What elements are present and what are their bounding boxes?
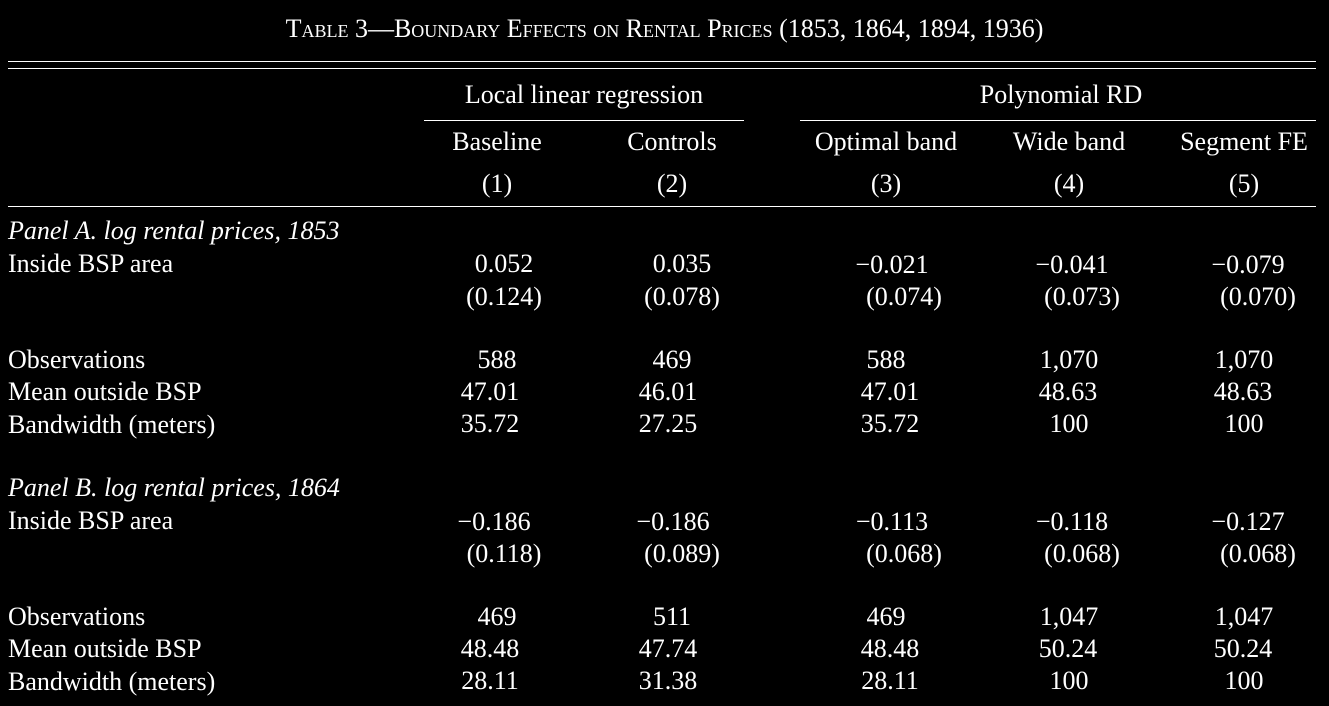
header-bottom-rule — [8, 206, 1316, 207]
panel-a-coef-4: −0.041 — [1035, 250, 1109, 279]
panel-a-stat-1-col-1: 588 — [477, 345, 517, 374]
group-header-polynomial-rd: Polynomial RD — [979, 80, 1143, 109]
column-number-5: (5) — [1228, 169, 1260, 198]
panel-a-coef-label: Inside BSP area — [8, 249, 174, 278]
panel-a-stat-3-col-1: 35.72 — [460, 409, 520, 438]
panel-b-coef-label: Inside BSP area — [8, 506, 174, 535]
panel-b-stat-1-col-1: 469 — [477, 602, 517, 631]
panel-b-stat-3-col-1: 28.11 — [461, 666, 519, 695]
panel-b-stat-2-col-1: 48.48 — [460, 634, 520, 663]
panel-b-coef-2: −0.186 — [636, 507, 710, 536]
group-header-local-linear: Local linear regression — [464, 80, 704, 109]
panel-b-se-2: (0.089) — [644, 539, 720, 568]
column-header-4: Wide band — [1012, 127, 1126, 156]
panel-b-se-3: (0.068) — [866, 539, 942, 568]
panel-a-stat-1-col-4: 1,070 — [1039, 345, 1099, 374]
panel-a-stat-label-1: Observations — [8, 345, 146, 374]
panel-b-coef-5: −0.127 — [1211, 507, 1285, 536]
panel-b-stat-3-col-2: 31.38 — [638, 666, 698, 695]
column-header-3: Optimal band — [814, 127, 958, 156]
table-title: Table 3—Boundary Effects on Rental Price… — [0, 14, 1329, 44]
panel-b-se-1: (0.118) — [466, 539, 542, 568]
panel-a-stat-1-col-5: 1,070 — [1214, 345, 1274, 374]
panel-b-stat-2-col-4: 50.24 — [1038, 634, 1098, 663]
panel-a-se-3: (0.074) — [866, 282, 942, 311]
column-number-3: (3) — [870, 169, 902, 198]
panel-b-coef-1: −0.186 — [457, 507, 531, 536]
column-header-1: Baseline — [452, 127, 542, 156]
panel-a-stat-label-3: Bandwidth (meters) — [8, 410, 216, 439]
panel-b-stat-1-col-3: 469 — [866, 602, 906, 631]
column-number-4: (4) — [1053, 169, 1085, 198]
panel-a-coef-5: −0.079 — [1211, 250, 1285, 279]
panel-a-se-2: (0.078) — [644, 282, 720, 311]
panel-b-stat-1-col-2: 511 — [652, 602, 692, 631]
panel-a-stat-3-col-2: 27.25 — [638, 409, 698, 438]
column-header-2: Controls — [627, 127, 717, 156]
panel-b-coef-3: −0.113 — [855, 507, 929, 536]
panel-b-stat-label-2: Mean outside BSP — [8, 634, 202, 663]
column-number-2: (2) — [656, 169, 688, 198]
panel-b-se-4: (0.068) — [1044, 539, 1120, 568]
panel-b-stat-3-col-5: 100 — [1224, 666, 1264, 695]
group-rule-polynomial-rd — [800, 120, 1316, 121]
panel-b-title: Panel B. log rental prices, 1864 — [8, 473, 340, 502]
panel-a-stat-2-col-4: 48.63 — [1038, 377, 1098, 406]
panel-a-stat-2-col-5: 48.63 — [1213, 377, 1273, 406]
panel-b-se-5: (0.068) — [1220, 539, 1296, 568]
panel-a-stat-3-col-3: 35.72 — [860, 409, 920, 438]
panel-b-stat-1-col-5: 1,047 — [1214, 602, 1274, 631]
top-rule — [8, 61, 1316, 62]
panel-b-stat-3-col-4: 100 — [1049, 666, 1089, 695]
panel-a-stat-1-col-3: 588 — [866, 345, 906, 374]
panel-a-stat-2-col-2: 46.01 — [638, 377, 698, 406]
panel-a-title: Panel A. log rental prices, 1853 — [8, 216, 340, 245]
panel-b-stat-label-3: Bandwidth (meters) — [8, 667, 216, 696]
panel-a-se-1: (0.124) — [466, 282, 542, 311]
table-title-years: (1853, 1864, 1894, 1936) — [772, 14, 1044, 43]
panel-b-stat-3-col-3: 28.11 — [861, 666, 919, 695]
panel-a-stat-3-col-5: 100 — [1224, 409, 1264, 438]
column-number-1: (1) — [481, 169, 513, 198]
panel-a-stat-3-col-4: 100 — [1049, 409, 1089, 438]
table-title-main: Table 3—Boundary Effects on Rental Price… — [285, 14, 773, 43]
panel-b-stat-2-col-2: 47.74 — [638, 634, 698, 663]
panel-a-se-5: (0.070) — [1220, 282, 1296, 311]
group-rule-local-linear — [424, 120, 744, 121]
panel-b-stat-2-col-3: 48.48 — [860, 634, 920, 663]
panel-a-coef-2: 0.035 — [652, 249, 712, 278]
panel-b-coef-4: −0.118 — [1035, 507, 1109, 536]
panel-a-coef-3: −0.021 — [855, 250, 929, 279]
panel-a-stat-1-col-2: 469 — [652, 345, 692, 374]
panel-a-se-4: (0.073) — [1044, 282, 1120, 311]
column-header-5: Segment FE — [1180, 127, 1308, 156]
panel-b-stat-1-col-4: 1,047 — [1039, 602, 1099, 631]
top-rule-2 — [8, 68, 1316, 69]
panel-b-stat-label-1: Observations — [8, 602, 146, 631]
panel-a-stat-2-col-3: 47.01 — [860, 377, 920, 406]
panel-a-stat-label-2: Mean outside BSP — [8, 377, 202, 406]
panel-a-stat-2-col-1: 47.01 — [460, 377, 520, 406]
panel-b-stat-2-col-5: 50.24 — [1213, 634, 1273, 663]
panel-a-coef-1: 0.052 — [474, 249, 534, 278]
